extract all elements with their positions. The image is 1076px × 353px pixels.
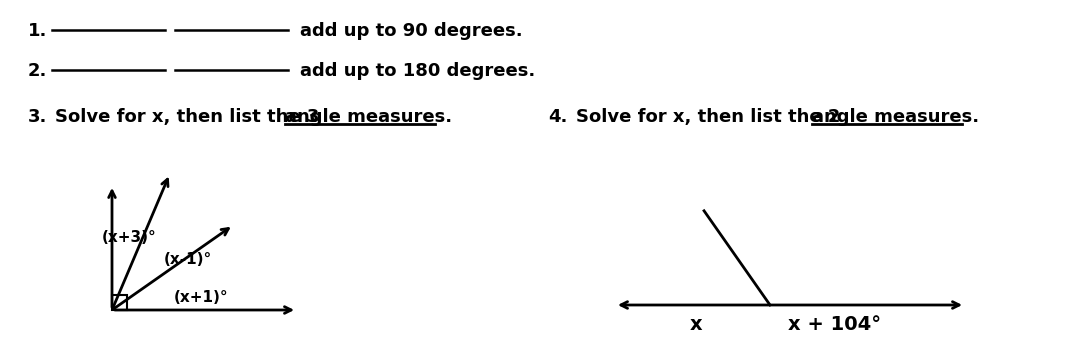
Text: Solve for x, then list the 2: Solve for x, then list the 2 [576, 108, 847, 126]
Text: angle measures.: angle measures. [285, 108, 452, 126]
Text: add up to 90 degrees.: add up to 90 degrees. [300, 22, 523, 40]
Text: angle measures.: angle measures. [812, 108, 979, 126]
Text: 1.: 1. [28, 22, 47, 40]
Text: 2.: 2. [28, 62, 47, 80]
Text: Solve for x, then list the 3: Solve for x, then list the 3 [55, 108, 326, 126]
Text: x + 104°: x + 104° [788, 316, 881, 335]
Text: x: x [690, 316, 703, 335]
Text: 4.: 4. [548, 108, 567, 126]
Text: 3.: 3. [28, 108, 47, 126]
Text: add up to 180 degrees.: add up to 180 degrees. [300, 62, 535, 80]
Text: (x-1)°: (x-1)° [164, 252, 212, 268]
Text: (x+1)°: (x+1)° [174, 291, 228, 305]
Text: (x+3)°: (x+3)° [102, 231, 157, 245]
